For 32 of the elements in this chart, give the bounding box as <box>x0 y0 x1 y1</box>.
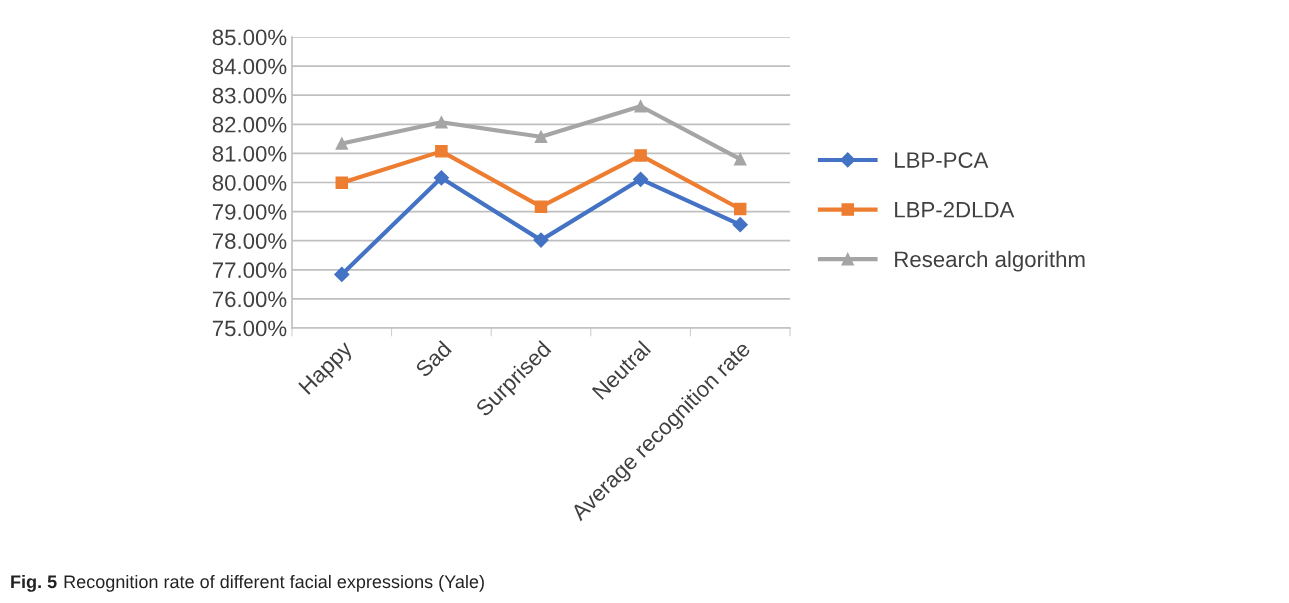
y-tick-label: 81.00% <box>212 145 287 162</box>
point <box>534 200 548 213</box>
y-tick-label: 77.00% <box>212 262 287 279</box>
y-tick-label: 80.00% <box>212 175 287 191</box>
point <box>634 100 647 113</box>
y-tick-label: 82.00% <box>212 116 287 133</box>
point <box>433 170 449 186</box>
x-tick-label: Sad <box>414 340 452 378</box>
point <box>335 176 349 190</box>
text: Recognition rate of different facial expressions (Yale) <box>64 574 484 592</box>
y-tick-label: 84.00% <box>212 58 287 75</box>
point <box>733 202 747 216</box>
point <box>634 149 647 162</box>
point <box>732 217 748 233</box>
y-tick-label: 79.00% <box>212 204 287 220</box>
point <box>633 171 649 187</box>
legend-label: LBP-2DLDA <box>895 201 1015 218</box>
point <box>435 145 448 158</box>
point <box>733 152 747 166</box>
y-tick-label: 78.00% <box>212 233 287 249</box>
legend-label: Research algorithm <box>895 250 1085 272</box>
legend-label: LBP-PCA <box>895 152 989 168</box>
y-tick-label: 85.00% <box>212 29 287 46</box>
point <box>533 232 549 248</box>
point <box>534 130 548 144</box>
caption: Fig. 5 <box>11 574 57 592</box>
point <box>335 137 349 150</box>
y-tick-label: 75.00% <box>212 320 287 337</box>
point <box>334 266 350 283</box>
point <box>435 116 448 129</box>
y-tick-label: 83.00% <box>212 87 287 104</box>
y-tick-label: 76.00% <box>212 291 287 308</box>
